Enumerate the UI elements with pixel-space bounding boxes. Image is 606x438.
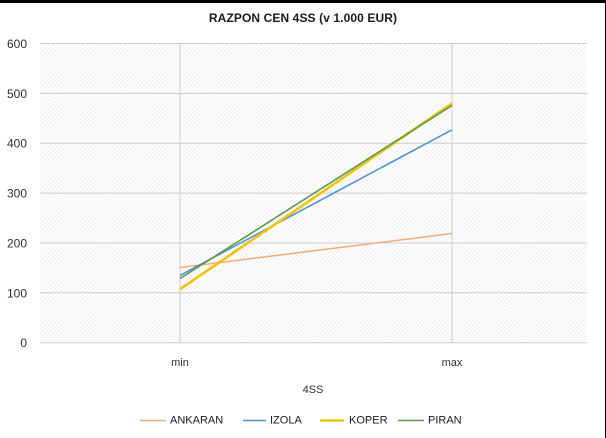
svg-text:min: min — [171, 357, 189, 369]
svg-text:ANKARAN: ANKARAN — [170, 415, 223, 427]
svg-text:4SS: 4SS — [303, 384, 324, 396]
svg-text:0: 0 — [20, 336, 27, 350]
svg-text:IZOLA: IZOLA — [270, 415, 302, 427]
svg-text:400: 400 — [7, 137, 27, 151]
svg-text:300: 300 — [7, 187, 27, 201]
svg-text:100: 100 — [7, 286, 27, 300]
svg-text:500: 500 — [7, 87, 27, 101]
svg-text:max: max — [442, 357, 463, 369]
svg-text:200: 200 — [7, 237, 27, 251]
svg-text:KOPER: KOPER — [349, 415, 388, 427]
svg-text:PIRAN: PIRAN — [428, 415, 462, 427]
svg-text:600: 600 — [7, 37, 27, 51]
